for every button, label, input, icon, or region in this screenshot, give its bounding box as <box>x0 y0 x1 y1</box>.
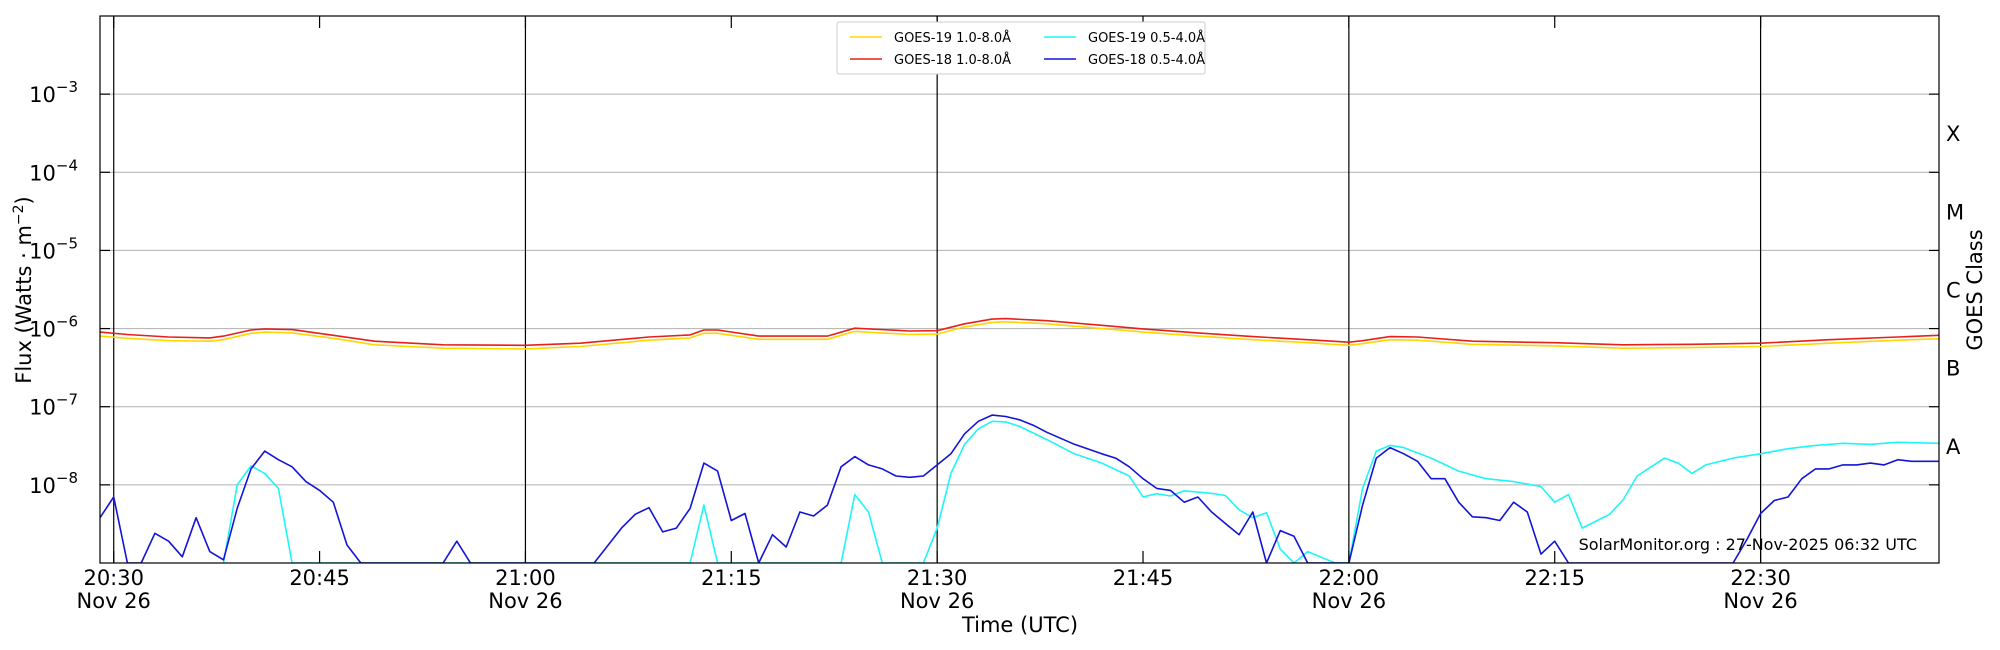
goes-class-label: M <box>1946 200 1964 224</box>
legend: GOES-19 1.0-8.0Å GOES-18 1.0-8.0Å GOES-19 … <box>836 21 1206 75</box>
x-tick-date-label: Nov 26 <box>900 589 974 613</box>
x-tick-label: 20:45 <box>289 566 350 590</box>
x-tick-label: 22:15 <box>1524 566 1585 590</box>
legend-label-1: GOES-19 1.0-8.0Å <box>894 30 1011 46</box>
y-tick-label: 10−5 <box>29 234 78 263</box>
y-tick-exponent: −5 <box>56 234 78 252</box>
goes-class-label: C <box>1946 279 1961 303</box>
y-axis-title: Flux (Watts · m−2) <box>11 196 36 384</box>
credit-text: SolarMonitor.org : 27-Nov-2025 06:32 UTC <box>1579 535 1917 554</box>
y-tick-exponent: −4 <box>56 156 78 174</box>
x-tick-label: 21:00 <box>495 566 556 590</box>
x-tick-label: 21:15 <box>701 566 762 590</box>
legend-box <box>836 21 1206 75</box>
y-tick-base: 10 <box>29 474 56 498</box>
y-tick-exponent: −8 <box>56 469 78 487</box>
x-tick-date-label: Nov 26 <box>1723 589 1797 613</box>
y-axis-title-exp: −2 <box>11 204 27 225</box>
x-tick-label: 21:30 <box>907 566 968 590</box>
goes-class-label: A <box>1946 435 1961 459</box>
y-tick-exponent: −7 <box>56 391 78 409</box>
x-tick-label: 22:00 <box>1319 566 1380 590</box>
goes-class-label: B <box>1946 357 1960 381</box>
legend-label-4: GOES-18 0.5-4.0Å <box>1088 52 1205 68</box>
x-axis-title: Time (UTC) <box>961 613 1078 637</box>
y-tick-label: 10−8 <box>29 469 78 498</box>
x-tick-date-label: Nov 26 <box>488 589 562 613</box>
x-tick-date-label: Nov 26 <box>77 589 151 613</box>
goes-class-axis-title: GOES Class <box>1963 229 1987 350</box>
series-layer <box>100 317 1939 563</box>
y-tick-label: 10−7 <box>29 391 78 420</box>
grid-lines <box>100 16 1939 563</box>
x-tick-label: 20:30 <box>83 566 144 590</box>
series-line-2 <box>100 317 1939 347</box>
y-axis-title-main: Flux (Watts · m <box>12 225 36 384</box>
series-line-4 <box>100 414 1939 563</box>
y-tick-base: 10 <box>29 161 56 185</box>
y-tick-exponent: −6 <box>56 313 78 331</box>
y-tick-base: 10 <box>29 83 56 107</box>
legend-label-2: GOES-18 1.0-8.0Å <box>894 52 1011 68</box>
y-axis-title-close: ) <box>12 196 36 204</box>
y-tick-base: 10 <box>29 396 56 420</box>
x-tick-label: 22:30 <box>1730 566 1791 590</box>
x-tick-label: 21:45 <box>1113 566 1174 590</box>
y-tick-label: 10−3 <box>29 78 78 107</box>
series-line-1 <box>100 321 1939 350</box>
legend-label-3: GOES-19 0.5-4.0Å <box>1088 30 1205 46</box>
y-tick-base: 10 <box>29 239 56 263</box>
y-tick-base: 10 <box>29 318 56 342</box>
x-tick-date-label: Nov 26 <box>1312 589 1386 613</box>
y-tick-exponent: −3 <box>56 78 78 96</box>
plot-frame <box>99 15 1940 564</box>
y-tick-label: 10−4 <box>29 156 78 185</box>
goes-class-label: X <box>1946 122 1960 146</box>
y-tick-label: 10−6 <box>29 313 78 342</box>
series-line-3 <box>222 420 1939 563</box>
